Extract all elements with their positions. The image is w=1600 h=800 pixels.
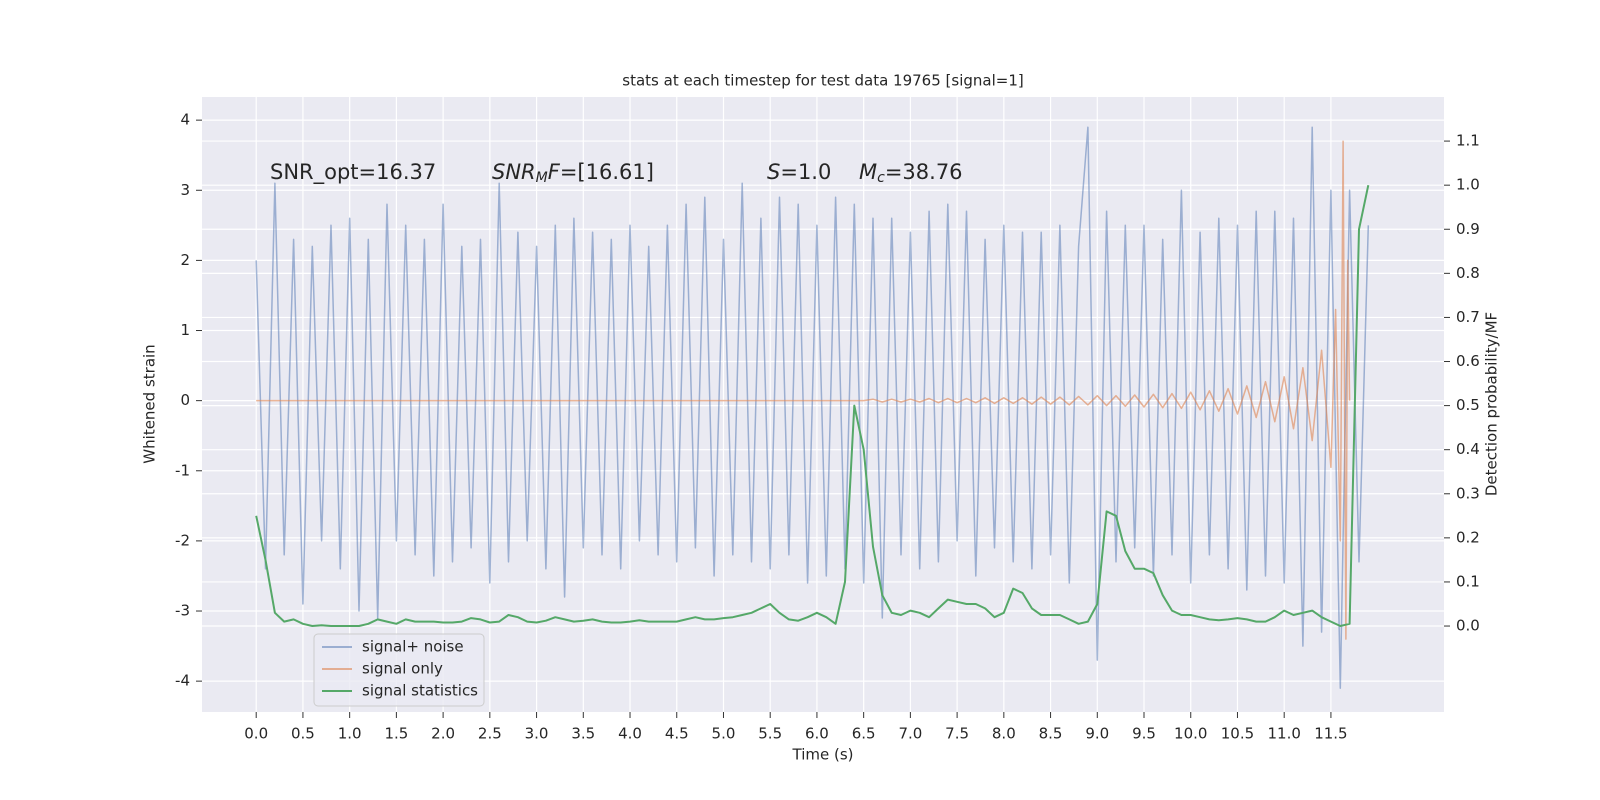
- annotation-part: S: [767, 160, 780, 184]
- x-tick-label: 7.5: [945, 725, 969, 743]
- legend-label: signal statistics: [362, 682, 478, 700]
- x-tick-label: 6.5: [852, 725, 876, 743]
- annotation-part: SNR: [492, 160, 536, 184]
- series-line: [256, 140, 1351, 640]
- marks: [255, 126, 1370, 689]
- y2-tick-label: 0.9: [1456, 220, 1480, 238]
- legend-box: [313, 633, 485, 707]
- y2-tick-label: 0.6: [1456, 352, 1480, 370]
- x-tick-label: 10.5: [1221, 725, 1254, 743]
- annotation-part: M: [859, 160, 877, 184]
- x-tick-label: 4.0: [618, 725, 642, 743]
- x-tick-label: 1.0: [338, 725, 362, 743]
- y-tick-label: 2: [180, 251, 190, 269]
- y2-tick-label: 0.4: [1456, 440, 1480, 458]
- x-tick-label: 8.0: [992, 725, 1016, 743]
- y2-axis-label: Detection probability/MF: [1483, 312, 1501, 496]
- x-tick-label: 7.0: [898, 725, 922, 743]
- annotation: Mc=38.76: [859, 160, 963, 186]
- x-tick-label: 3.0: [525, 725, 549, 743]
- y-tick-label: 1: [180, 321, 190, 339]
- x-tick-label: 3.5: [571, 725, 595, 743]
- y-tick-label: -2: [175, 531, 190, 549]
- x-tick-label: 0.5: [291, 725, 315, 743]
- y2-tick-label: 0.0: [1456, 617, 1480, 635]
- y-tick-label: -1: [175, 461, 190, 479]
- y2-tick-label: 0.5: [1456, 396, 1480, 414]
- chart-title: stats at each timestep for test data 197…: [622, 72, 1023, 90]
- x-tick-label: 4.5: [665, 725, 689, 743]
- x-tick-label: 9.5: [1132, 725, 1156, 743]
- series-line: [255, 126, 1370, 689]
- annotation-part: =[16.61]: [560, 160, 654, 184]
- foreground: 0.0 0.5 1.0 1.5 2.0 2.5 3.0 3.5 4.0 4.5 5.0 5.5 6.0 6…: [175, 111, 1480, 743]
- legend-label: signal+ noise: [362, 638, 464, 656]
- annotation-part: c: [877, 170, 885, 186]
- y-tick-label: 4: [180, 111, 190, 129]
- y2-tick-label: 0.3: [1456, 484, 1480, 502]
- x-tick-label: 2.0: [431, 725, 455, 743]
- annotation: SNRMF=[16.61]: [492, 160, 654, 186]
- annotation-part: M: [536, 170, 548, 186]
- x-tick-label: 9.0: [1085, 725, 1109, 743]
- x-tick-label: 5.5: [758, 725, 782, 743]
- annotation: S=1.0: [767, 160, 831, 184]
- x-tick-label: 5.0: [712, 725, 736, 743]
- legend-label: signal only: [362, 660, 443, 678]
- x-tick-label: 8.5: [1039, 725, 1063, 743]
- x-tick-label: 0.0: [244, 725, 268, 743]
- x-tick-label: 10.0: [1174, 725, 1207, 743]
- annotation: SNR_opt=16.37: [270, 160, 436, 185]
- x-tick-label: 1.5: [384, 725, 408, 743]
- y2-tick-label: 1.0: [1456, 176, 1480, 194]
- y-tick-label: -4: [175, 672, 190, 690]
- x-tick-label: 11.5: [1314, 725, 1347, 743]
- y-tick-label: 0: [180, 391, 190, 409]
- y2-tick-label: 0.7: [1456, 308, 1480, 326]
- x-tick-label: 6.0: [805, 725, 829, 743]
- annotation-part: =38.76: [885, 160, 963, 184]
- x-tick-label: 11.0: [1267, 725, 1300, 743]
- annotation-part: SNR_opt=16.37: [270, 160, 436, 185]
- x-tick-label: 2.5: [478, 725, 502, 743]
- x-axis-label: Time (s): [792, 746, 854, 764]
- series-line: [255, 184, 1370, 627]
- y2-tick-label: 0.1: [1456, 572, 1480, 590]
- plot-area: [202, 97, 1444, 712]
- y2-tick-label: 0.8: [1456, 264, 1480, 282]
- y-tick-label: 3: [180, 181, 190, 199]
- annotation-part: =1.0: [780, 160, 831, 184]
- annotation-part: F: [548, 160, 561, 184]
- legend: signal+ noise signal only signal statistic…: [313, 633, 485, 707]
- y2-tick-label: 1.1: [1456, 132, 1480, 150]
- y-axis-label: Whitened strain: [141, 344, 159, 463]
- grid: [202, 97, 1444, 712]
- y2-tick-label: 0.2: [1456, 528, 1480, 546]
- y-tick-label: -3: [175, 602, 190, 620]
